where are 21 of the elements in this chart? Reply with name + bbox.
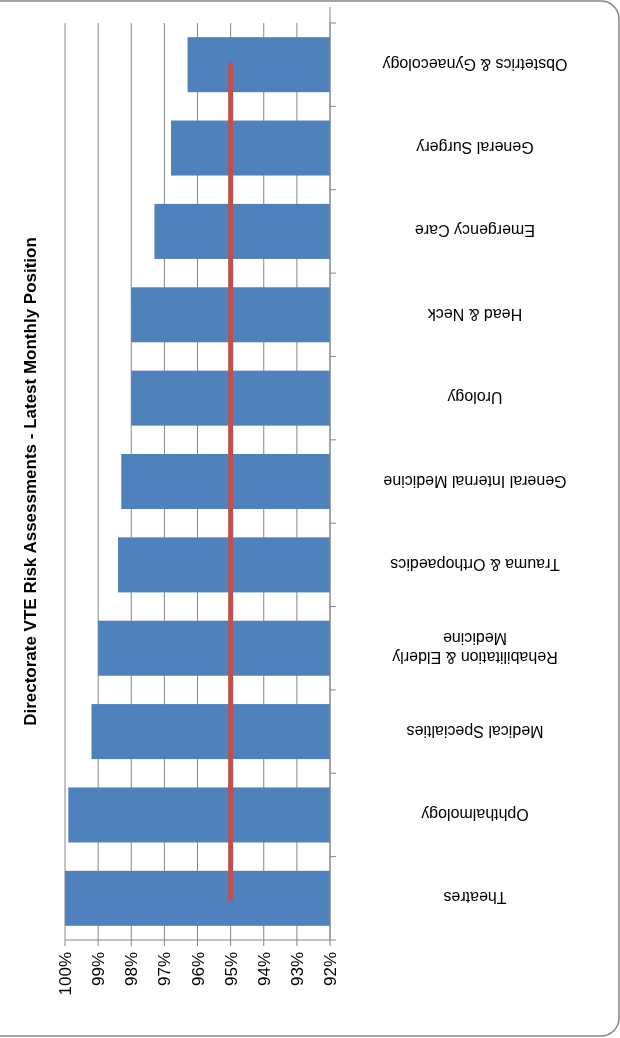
y-tick-label: Obstetrics & Gynaecology xyxy=(382,56,568,74)
x-tick-label: 95% xyxy=(221,952,241,987)
y-tick-label: Trauma & Orthopaedics xyxy=(390,556,560,574)
x-tick-label: 92% xyxy=(321,952,340,987)
y-tick-label: Urology xyxy=(447,389,503,407)
y-tick-label: Ophthalmology xyxy=(421,806,529,824)
x-tick-label: 93% xyxy=(287,952,307,987)
y-tick-label: General Internal Medicine xyxy=(383,473,567,490)
y-tick-label: Head & Neck xyxy=(426,306,523,324)
y-tick-label: Emergency Care xyxy=(414,222,536,240)
x-tick-label: 96% xyxy=(188,952,208,987)
x-tick-label: 97% xyxy=(155,952,175,987)
text: Directorate VTE Risk Assessments - Latest Monthly Position xyxy=(20,237,40,726)
y-tick-label: Rehabilitation & Elderly Medicine xyxy=(392,630,558,667)
x-tick-label: 100% xyxy=(56,952,75,996)
y-tick-label: General Surgery xyxy=(416,139,534,157)
x-tick-label: 98% xyxy=(122,952,142,987)
y-tick-label: Medical Specialties xyxy=(406,723,544,741)
y-tick-label: Theatres xyxy=(443,889,507,907)
x-tick-label: 94% xyxy=(254,952,274,987)
x-tick-label: 99% xyxy=(89,952,109,987)
